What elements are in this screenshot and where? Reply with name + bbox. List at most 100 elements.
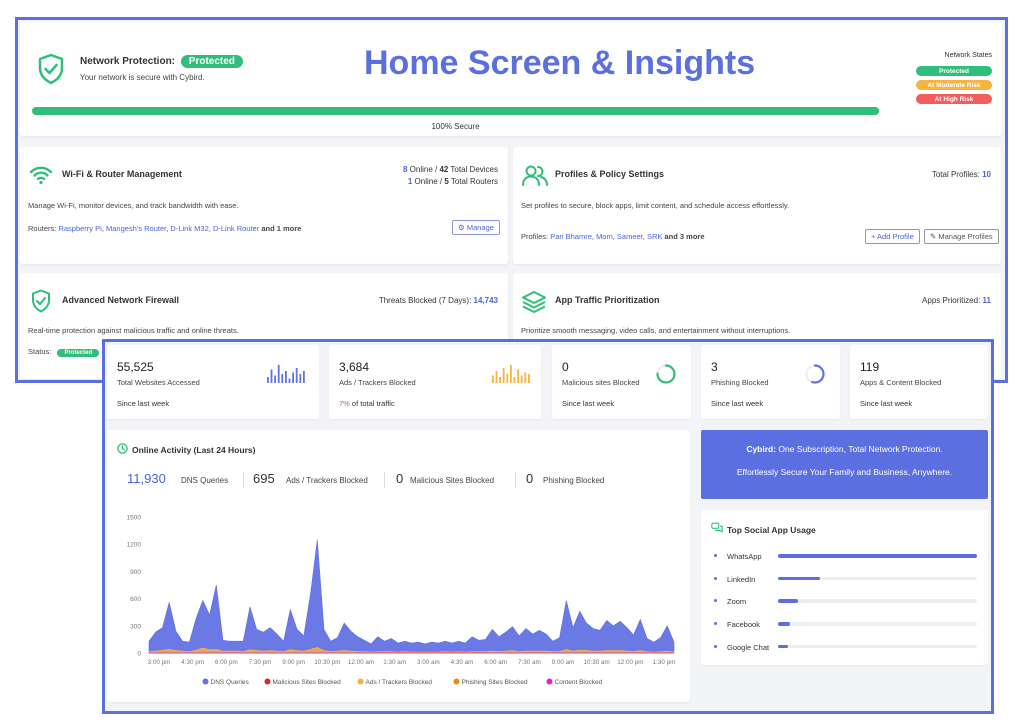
routers-list: Routers: Raspberry Pi, Mangesh's Router,… (28, 224, 301, 233)
manage-routers-button[interactable]: ⚙ Manage (452, 220, 500, 235)
legend-marker (202, 678, 209, 685)
sparkline-bar (528, 374, 530, 383)
x-tick-label: 10:30 am (584, 659, 610, 666)
stat-label: Total Websites Accessed (117, 378, 200, 387)
stat-label: Phishing Blocked (711, 378, 769, 387)
sparkline-bar (513, 377, 516, 383)
sparkline-bar (285, 371, 287, 383)
security-progress-fill (32, 107, 879, 115)
x-tick-label: 12:00 pm (617, 659, 643, 666)
metric-divider (243, 472, 244, 488)
users-icon (522, 165, 548, 186)
progress-ring (656, 364, 676, 384)
sparkline-bar (288, 378, 291, 383)
y-tick-label: 300 (130, 623, 141, 630)
metric-label: Ads / Trackers Blocked (286, 476, 368, 485)
profiles-description: Set profiles to secure, block apps, limi… (521, 201, 790, 210)
sparkline-bar (299, 374, 302, 383)
usage-track (778, 576, 977, 581)
security-progress-track (32, 107, 879, 115)
sparkline-bar (524, 372, 527, 383)
online-activity-chart: 0 300 600 900 1200 1500 3:00 pm 4:30 pm 6:00 pm 7… (127, 515, 676, 687)
x-tick-label: 12:00 am (348, 659, 374, 666)
edit-icon: ✎ (930, 232, 937, 241)
sparkline-bar (270, 369, 273, 383)
manage-profiles-button[interactable]: ✎ Manage Profiles (924, 229, 999, 244)
firewall-card-title: Advanced Network Firewall (62, 295, 180, 305)
legend-label[interactable]: Malicious Sites Blocked (273, 679, 342, 686)
x-tick-label: 4:30 am (451, 659, 474, 666)
stat-foot: Since last week (562, 399, 615, 408)
stat-value: 3 (711, 360, 718, 374)
network-states-title: Network States (944, 52, 992, 59)
legend-label[interactable]: Phishing Sites Blocked (462, 679, 529, 686)
chat-icon (711, 522, 723, 533)
router-link[interactable]: Mangesh's Router (106, 224, 167, 233)
sparkline-bar (520, 375, 523, 383)
profile-link[interactable]: SRK (646, 232, 663, 241)
stat-value: 3,684 (339, 360, 370, 374)
ring-progress (656, 364, 676, 384)
x-tick-label: 3:00 am (417, 659, 440, 666)
ring-progress (805, 364, 825, 384)
sparkline-bar (492, 375, 494, 383)
online-routers-text: Online / (412, 177, 445, 186)
social-app-row: WhatsApp (701, 552, 988, 564)
router-link[interactable]: D-Link Router (212, 224, 260, 233)
router-link[interactable]: D-Link M32 (170, 224, 209, 233)
x-tick-label: 10:30 pm (314, 659, 340, 666)
metric-label: Malicious Sites Blocked (410, 476, 495, 485)
legend-label[interactable]: Content Blocked (555, 679, 603, 686)
bullet (714, 554, 717, 557)
routers-label: Routers: (28, 224, 57, 233)
add-profile-button[interactable]: + Add Profile (865, 229, 920, 244)
metric-value: 0 (396, 471, 404, 486)
social-app-name: WhatsApp (727, 552, 762, 561)
stat-value: 0 (562, 360, 569, 374)
profile-link[interactable]: Pari Bhamre (550, 232, 592, 241)
legend-label[interactable]: DNS Queries (211, 679, 250, 686)
x-tick-label: 6:00 pm (215, 659, 238, 666)
x-tick-label: 9:00 am (552, 659, 575, 666)
sparkline-bar (295, 368, 298, 383)
y-tick-label: 1500 (127, 515, 142, 522)
x-tick-label: 9:00 pm (282, 659, 305, 666)
stat-value: 55,525 (117, 360, 154, 374)
legend-marker (453, 678, 460, 685)
metric-value: 11,930 (127, 471, 166, 486)
separator: , (591, 232, 594, 241)
sparkline-bar (274, 375, 276, 383)
router-link[interactable]: Raspberry Pi (58, 224, 102, 233)
total-profiles-count: 10 (982, 170, 991, 179)
stat-foot-text: of total traffic (349, 399, 395, 408)
apps-prioritized: Apps Prioritized: 11 (922, 296, 991, 305)
sparkline-bar (506, 374, 509, 383)
profiles-list: Profiles: Pari Bhamre, Mom, Sameer, SRK … (521, 232, 705, 241)
stat-foot: Since last week (711, 399, 764, 408)
x-tick-label: 7:30 am (518, 659, 541, 666)
y-tick-label: 600 (130, 596, 141, 603)
total-profiles: Total Profiles: 10 (932, 170, 991, 179)
metric-divider (384, 472, 385, 488)
total-devices-text: Total Devices (448, 165, 498, 174)
network-states-legend: Protected At Moderate Risk At High Risk (916, 66, 992, 108)
threats-count: 14,743 (473, 296, 498, 305)
profile-link[interactable]: Sameer (616, 232, 643, 241)
metric-label: Phishing Blocked (543, 476, 605, 485)
shield-check-icon (38, 53, 64, 85)
metric-divider (515, 472, 516, 488)
legend-label[interactable]: Ads / Trackers Blocked (366, 679, 433, 686)
protection-title: Network Protection: (80, 56, 176, 67)
profile-link[interactable]: Mom (596, 232, 613, 241)
online-devices-count: 8 (402, 165, 408, 174)
separator: , (208, 224, 211, 233)
y-tick-label: 900 (130, 569, 141, 576)
x-tick-label: 1:30 pm (653, 659, 676, 666)
usage-fill (778, 554, 977, 558)
sparkline-bar (502, 368, 505, 383)
shield-check-icon (32, 289, 50, 313)
sparkline-bar (499, 377, 501, 383)
social-usage-card: Top Social App Usage WhatsApp LinkedIn Zoo… (701, 510, 988, 665)
promo-line1-text: One Subscription, Total Network Protecti… (776, 444, 943, 454)
y-tick-label: 0 (137, 651, 141, 658)
